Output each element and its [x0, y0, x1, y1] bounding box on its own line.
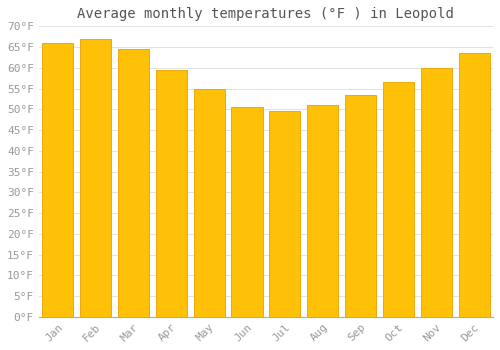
Bar — [156, 70, 187, 317]
Bar — [383, 82, 414, 317]
Bar — [80, 39, 111, 317]
Title: Average monthly temperatures (°F ) in Leopold: Average monthly temperatures (°F ) in Le… — [78, 7, 454, 21]
Bar — [118, 49, 149, 317]
Bar — [194, 89, 224, 317]
Bar — [232, 107, 262, 317]
Bar — [42, 43, 74, 317]
Bar — [270, 111, 300, 317]
Bar — [458, 53, 490, 317]
Bar — [421, 68, 452, 317]
Bar — [345, 95, 376, 317]
Bar — [307, 105, 338, 317]
